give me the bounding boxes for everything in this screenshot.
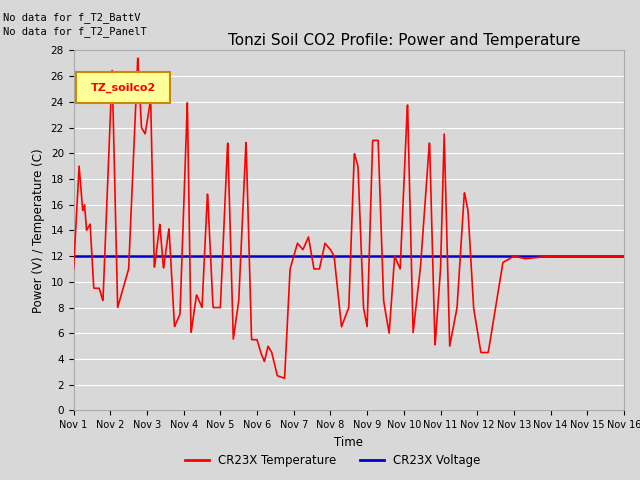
Legend: CR23X Temperature, CR23X Voltage: CR23X Temperature, CR23X Voltage [180, 449, 485, 472]
Y-axis label: Power (V) / Temperature (C): Power (V) / Temperature (C) [32, 148, 45, 312]
FancyBboxPatch shape [76, 72, 170, 103]
X-axis label: Time: Time [334, 436, 364, 449]
Text: TZ_soilco2: TZ_soilco2 [90, 83, 156, 93]
Title: Tonzi Soil CO2 Profile: Power and Temperature: Tonzi Soil CO2 Profile: Power and Temper… [228, 33, 580, 48]
Text: No data for f_T2_PanelT: No data for f_T2_PanelT [3, 26, 147, 37]
Text: No data for f_T2_BattV: No data for f_T2_BattV [3, 12, 141, 23]
